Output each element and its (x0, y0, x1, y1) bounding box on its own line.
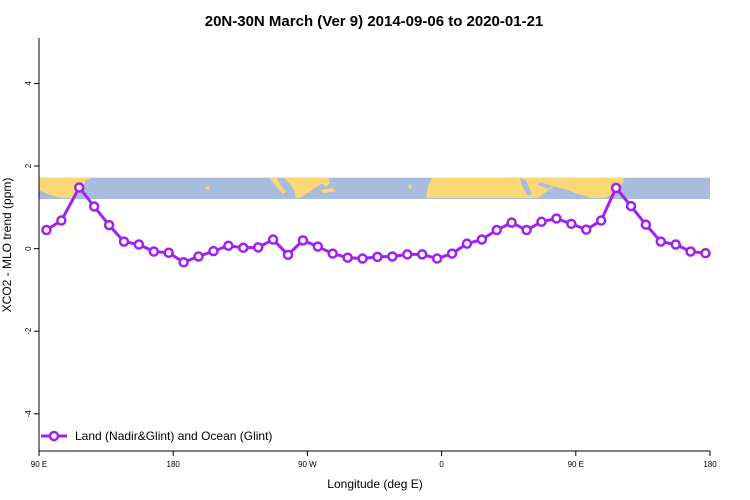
data-point (133, 239, 145, 250)
data-point (655, 236, 667, 247)
data-point (566, 218, 577, 230)
data-point (685, 246, 696, 257)
data-point (372, 251, 383, 263)
data-point (491, 224, 503, 236)
map-land-red-sea (520, 178, 532, 196)
x-axis-ticks: 90 E 180 90 W 0 90 E 180 (31, 451, 717, 469)
x-tick-label: 0 (439, 460, 444, 469)
x-tick-label: 180 (167, 460, 181, 469)
y-tick-label: -4 (24, 410, 33, 418)
data-point (536, 216, 547, 228)
data-point (670, 239, 681, 250)
data-point (357, 253, 368, 264)
data-point (327, 248, 338, 259)
x-axis-label: Longitude (deg E) (327, 477, 422, 491)
data-point (431, 253, 443, 264)
data-point (387, 251, 398, 262)
y-tick-label: -2 (24, 327, 33, 335)
y-axis-label: XCO2 - MLO trend (ppm) (0, 178, 14, 313)
data-point (461, 238, 473, 249)
x-tick-label: 90 W (298, 460, 317, 469)
world-map-band (39, 177, 710, 200)
x-tick-label: 180 (703, 460, 717, 469)
data-point (148, 246, 160, 257)
data-point (521, 224, 532, 236)
legend-marker (48, 430, 60, 442)
map-land-india-2 (560, 177, 624, 198)
data-point (41, 224, 52, 236)
data-point (476, 234, 488, 245)
data-point (252, 242, 264, 253)
data-point (238, 242, 249, 254)
map-land-florida (318, 177, 330, 187)
chart-title: 20N-30N March (Ver 9) 2014-09-06 to 2020… (205, 13, 544, 30)
map-land-china-coast (39, 177, 91, 180)
legend-label: Land (Nadir&Glint) and Ocean (Glint) (75, 429, 272, 443)
data-point (103, 219, 115, 231)
map-land-canary (408, 185, 412, 189)
y-axis-ticks: -4 -2 0 2 4 (24, 81, 39, 418)
data-point (74, 182, 85, 193)
data-point (297, 235, 309, 246)
data-point (580, 224, 592, 235)
data-point (193, 251, 204, 262)
data-point (700, 247, 711, 259)
y-tick-label: 4 (24, 81, 33, 86)
data-point (56, 215, 67, 226)
data-point (342, 252, 353, 263)
data-point (223, 240, 234, 251)
data-point (506, 217, 517, 228)
data-point (312, 241, 324, 252)
data-point (267, 234, 279, 245)
map-land-persian-gulf (538, 182, 552, 189)
map-land-baja (270, 177, 286, 194)
map-land-mexico-usa (283, 177, 329, 198)
series-group (41, 182, 711, 268)
data-point (178, 257, 189, 268)
data-point (118, 236, 130, 247)
data-point (88, 201, 100, 212)
data-point (446, 248, 458, 259)
y-tick-label: 2 (24, 163, 33, 168)
data-point (640, 219, 652, 230)
map-land-cuba (320, 188, 336, 193)
data-point (625, 200, 637, 212)
x-tick-label: 90 E (568, 460, 584, 469)
y-tick-label: 0 (24, 246, 33, 251)
map-land-hawaii (205, 186, 210, 190)
data-point (551, 213, 562, 224)
map-land-china-coast-2 (607, 177, 625, 181)
data-point (416, 249, 428, 260)
legend: Land (Nadir&Glint) and Ocean (Glint) (41, 429, 272, 443)
data-point (282, 249, 294, 261)
data-point (208, 245, 219, 257)
data-point (163, 247, 174, 259)
data-point (402, 249, 413, 260)
data-point (595, 215, 607, 226)
map-land-india (39, 177, 86, 198)
x-tick-label: 90 E (31, 460, 47, 469)
data-point (610, 182, 622, 194)
